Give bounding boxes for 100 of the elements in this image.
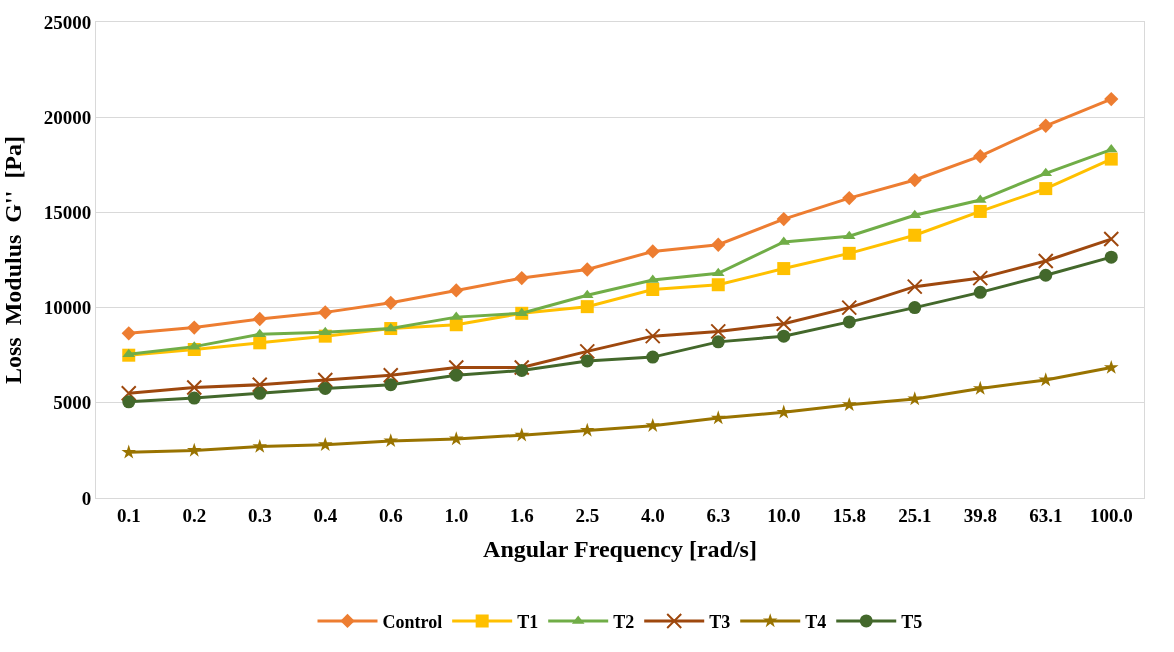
point [580,262,595,277]
point [253,328,267,338]
point [908,209,922,219]
x-tick-label: 63.1 [1029,504,1063,526]
legend-label: T5 [901,611,923,632]
point [646,283,660,297]
point [252,311,267,327]
point [777,329,791,343]
point [711,237,726,252]
x-tick-label: 0.2 [182,504,207,526]
x-tick-label: 4.0 [640,504,665,526]
point [1104,152,1118,166]
point [317,371,334,388]
point [318,305,333,320]
point [1037,252,1054,269]
x-tick-label: 0.3 [247,504,272,526]
y-tick-label: 25000 [43,11,92,33]
point [121,444,137,459]
y-axis-title: Loss Modulus G'' [Pa] [0,135,26,385]
point [972,380,988,395]
point [841,299,858,316]
point [579,343,596,360]
point [1039,268,1053,282]
point [841,397,857,411]
point [187,320,202,335]
point [579,422,595,437]
point [318,326,332,336]
point [908,228,922,242]
point [973,149,988,164]
point [253,386,267,400]
legend-label: T3 [709,611,731,632]
point [711,267,725,277]
point [644,328,661,345]
x-tick-label: 6.3 [706,504,731,526]
point [252,438,268,453]
x-tick-label: 25.1 [898,504,932,526]
point [973,285,987,299]
x-tick-label: 100.0 [1089,504,1133,526]
point [1103,231,1120,248]
legend-label: Control [382,611,443,632]
y-tick-label: 0 [81,487,92,509]
point [449,283,464,298]
point [515,363,529,377]
y-tick-label: 15000 [43,202,92,224]
y-tick-label: 5000 [53,392,92,414]
point [448,431,464,446]
point [121,326,136,341]
point [973,204,987,218]
point [775,315,792,332]
point [514,270,529,286]
point [186,442,202,457]
point [842,315,856,329]
point [187,391,201,405]
point [382,367,399,384]
point [383,295,398,310]
point [514,427,530,442]
x-tick-label: 10.0 [767,504,801,526]
point [1039,167,1053,177]
point [448,359,465,376]
point [777,262,791,276]
point [186,379,203,396]
point [710,410,726,425]
x-tick-label: 15.8 [832,504,866,526]
point [1104,91,1119,107]
point [120,385,137,402]
point [1038,372,1054,387]
point [711,278,725,292]
point [580,354,594,368]
point [776,211,791,227]
point [906,278,923,295]
point [645,417,661,432]
x-axis-title: Angular Frequency [rad/s] [483,536,757,563]
point [907,391,923,406]
legend-label: T4 [805,611,827,632]
point [122,395,136,409]
point [908,301,922,315]
point [1038,118,1053,133]
point [1103,359,1119,374]
point [711,335,725,349]
point [383,433,399,448]
point [580,300,594,314]
point [318,382,332,396]
point [710,323,727,340]
point [1104,250,1118,264]
legend-label: T1 [517,611,539,632]
x-tick-label: 39.8 [963,504,997,526]
point [907,172,922,188]
point [251,376,268,393]
point [253,336,267,350]
x-tick-label: 1.6 [509,504,534,526]
legend-label: T2 [613,611,635,632]
x-tick-label: 0.6 [378,504,403,526]
y-tick-label: 10000 [43,297,92,319]
point [384,378,398,392]
x-tick-label: 1.0 [444,504,469,526]
point [842,246,856,260]
point [449,368,463,382]
point [646,350,660,364]
point [972,270,989,287]
point [317,436,333,451]
